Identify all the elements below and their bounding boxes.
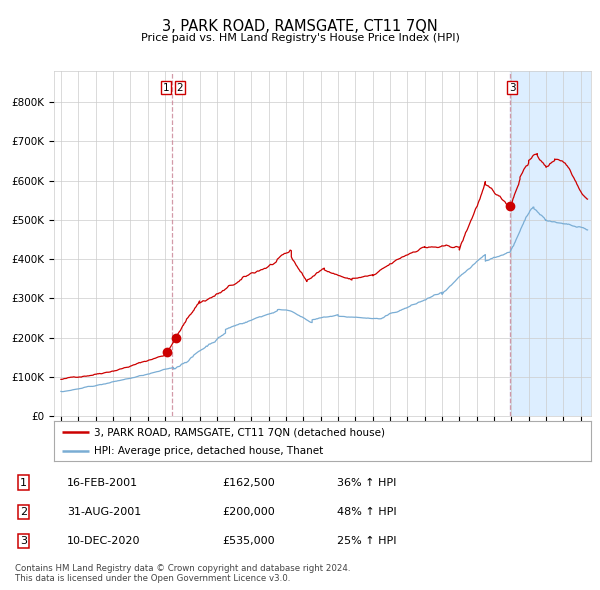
Text: 3, PARK ROAD, RAMSGATE, CT11 7QN: 3, PARK ROAD, RAMSGATE, CT11 7QN xyxy=(162,19,438,34)
Text: 1: 1 xyxy=(20,477,27,487)
Text: This data is licensed under the Open Government Licence v3.0.: This data is licensed under the Open Gov… xyxy=(15,573,290,583)
Text: 48% ↑ HPI: 48% ↑ HPI xyxy=(337,507,397,517)
Text: 2: 2 xyxy=(20,507,27,517)
Text: £200,000: £200,000 xyxy=(222,507,275,517)
Text: HPI: Average price, detached house, Thanet: HPI: Average price, detached house, Than… xyxy=(94,445,323,455)
Text: 31-AUG-2001: 31-AUG-2001 xyxy=(67,507,141,517)
Text: £535,000: £535,000 xyxy=(222,536,275,546)
Text: 3: 3 xyxy=(20,536,27,546)
Text: 1: 1 xyxy=(163,83,169,93)
Bar xyxy=(510,71,600,416)
Text: 16-FEB-2001: 16-FEB-2001 xyxy=(67,477,138,487)
Text: 10-DEC-2020: 10-DEC-2020 xyxy=(67,536,140,546)
Text: 2: 2 xyxy=(176,83,183,93)
Text: Price paid vs. HM Land Registry's House Price Index (HPI): Price paid vs. HM Land Registry's House … xyxy=(140,34,460,43)
Text: £162,500: £162,500 xyxy=(222,477,275,487)
Text: 36% ↑ HPI: 36% ↑ HPI xyxy=(337,477,397,487)
Text: 3, PARK ROAD, RAMSGATE, CT11 7QN (detached house): 3, PARK ROAD, RAMSGATE, CT11 7QN (detach… xyxy=(94,427,385,437)
Text: 3: 3 xyxy=(509,83,515,93)
Text: 25% ↑ HPI: 25% ↑ HPI xyxy=(337,536,397,546)
Text: Contains HM Land Registry data © Crown copyright and database right 2024.: Contains HM Land Registry data © Crown c… xyxy=(15,563,350,573)
